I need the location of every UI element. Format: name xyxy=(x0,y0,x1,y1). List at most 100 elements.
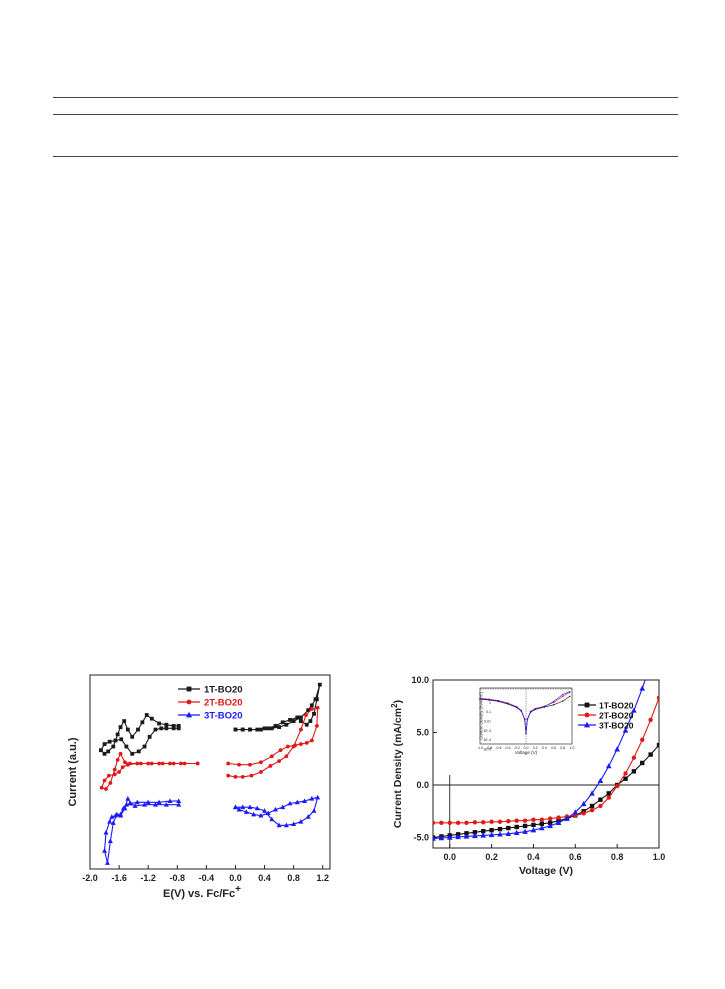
data-point-1t-bo20 xyxy=(118,725,123,730)
data-point-3t-bo20 xyxy=(176,798,182,803)
data-point-1t-bo20 xyxy=(531,822,536,828)
data-point-1t-bo20 xyxy=(233,727,238,732)
data-point-1t-bo20 xyxy=(481,829,486,834)
inset-data-point-3t-bo20 xyxy=(534,708,536,710)
data-point-1t-bo20 xyxy=(259,727,263,732)
data-point-1t-bo20 xyxy=(606,791,611,796)
x-tick-label: 0.4 xyxy=(258,873,271,883)
data-point-1t-bo20 xyxy=(99,748,103,753)
data-point-2t-bo20 xyxy=(104,787,108,791)
x-tick-label: -0.8 xyxy=(170,873,186,883)
inset-x-tick-label: 1.0 xyxy=(570,746,575,750)
data-point-1t-bo20 xyxy=(497,826,503,832)
data-point-2t-bo20 xyxy=(125,762,130,767)
data-point-1t-bo20 xyxy=(433,835,436,840)
y-axis-label-sup: 2 xyxy=(390,703,399,708)
legend-label: 2T-BO20 xyxy=(599,710,634,720)
data-point-2t-bo20 xyxy=(115,757,120,762)
data-point-3t-bo20 xyxy=(488,831,495,838)
data-point-1t-bo20 xyxy=(514,824,519,830)
y-axis-label-text: Current Density (mA/cm xyxy=(392,708,404,828)
data-point-2t-bo20 xyxy=(112,772,117,777)
legend-marker xyxy=(186,686,192,692)
data-point-2t-bo20 xyxy=(309,738,314,743)
inset-data-point-3t-bo20 xyxy=(525,732,527,734)
data-point-1t-bo20 xyxy=(273,724,278,728)
x-tick-label: 0.0 xyxy=(443,852,456,862)
data-point-1t-bo20 xyxy=(157,721,161,726)
data-point-3t-bo20 xyxy=(283,822,289,828)
x-axis-label: Voltage (V) xyxy=(519,865,573,877)
data-point-3t-bo20 xyxy=(438,835,445,841)
data-point-1t-bo20 xyxy=(547,820,553,825)
cv-chart: -2.0 -1.6 -1.2 -0.8 -0.4 0.0 0.4 0.8 1.2 1T-BO20… xyxy=(67,674,331,900)
plot-frame xyxy=(89,674,331,870)
data-point-3t-bo20 xyxy=(272,806,278,812)
inset-y-axis-label: Current Density (mA/cm²) xyxy=(479,692,484,740)
x-tick-label: -0.4 xyxy=(199,873,215,883)
data-point-3t-bo20 xyxy=(107,838,113,844)
data-point-1t-bo20 xyxy=(269,726,274,731)
inset-data-point-1t-bo20 xyxy=(562,700,564,702)
data-point-1t-bo20 xyxy=(248,727,252,732)
data-point-3t-bo20 xyxy=(232,804,238,810)
y-axis-label: Current (a.u.) xyxy=(67,737,79,806)
legend-label: 2T-BO20 xyxy=(204,698,243,709)
inset-x-axis-label: Voltage (V) xyxy=(515,750,538,755)
data-point-2t-bo20 xyxy=(160,761,165,766)
data-point-1t-bo20 xyxy=(640,760,645,766)
inset-data-point-1t-bo20 xyxy=(569,695,571,698)
data-point-1t-bo20 xyxy=(598,797,603,802)
data-point-2t-bo20 xyxy=(309,707,314,711)
data-point-2t-bo20 xyxy=(556,815,561,820)
y-axis-label-close: ) xyxy=(392,700,404,704)
inset-x-tick-label: -0.8 xyxy=(486,746,492,750)
data-point-1t-bo20 xyxy=(153,727,158,732)
data-point-3t-bo20 xyxy=(236,806,242,812)
data-point-3t-bo20 xyxy=(103,829,109,835)
data-point-2t-bo20 xyxy=(240,774,245,779)
data-point-3t-bo20 xyxy=(112,812,118,818)
data-point-1t-bo20 xyxy=(130,734,135,739)
data-point-3t-bo20 xyxy=(269,816,275,822)
data-point-1t-bo20 xyxy=(124,744,129,749)
data-point-1t-bo20 xyxy=(299,715,303,720)
data-point-1t-bo20 xyxy=(304,722,309,727)
data-point-2t-bo20 xyxy=(623,771,628,776)
data-point-3t-bo20 xyxy=(145,799,151,805)
data-point-3t-bo20 xyxy=(291,821,297,827)
data-point-2t-bo20 xyxy=(120,765,125,770)
data-point-3t-bo20 xyxy=(123,802,129,807)
data-point-1t-bo20 xyxy=(589,803,595,809)
data-point-1t-bo20 xyxy=(522,823,528,829)
inset-x-tick-label: -1.0 xyxy=(477,746,483,750)
data-point-3t-bo20 xyxy=(152,802,158,807)
data-point-1t-bo20 xyxy=(106,749,111,754)
data-point-2t-bo20 xyxy=(112,767,117,772)
x-axis-label-sup: + xyxy=(235,884,241,895)
x-axis-label: E(V) vs. Fc/Fc+ xyxy=(163,884,241,900)
data-point-2t-bo20 xyxy=(547,816,553,821)
data-point-2t-bo20 xyxy=(581,811,586,816)
data-point-3t-bo20 xyxy=(243,809,249,814)
data-point-2t-bo20 xyxy=(268,764,273,768)
data-point-3t-bo20 xyxy=(125,795,131,801)
data-point-3t-bo20 xyxy=(305,814,311,819)
data-point-3t-bo20 xyxy=(614,746,620,752)
data-point-2t-bo20 xyxy=(640,737,645,743)
data-point-1t-bo20 xyxy=(142,744,147,749)
legend-marker xyxy=(186,699,192,705)
inset-y-tick-label: 1 xyxy=(489,701,491,705)
data-point-3t-bo20 xyxy=(589,790,595,796)
data-point-2t-bo20 xyxy=(539,817,545,822)
data-point-2t-bo20 xyxy=(157,761,161,766)
data-point-1t-bo20 xyxy=(140,720,145,725)
plot-frame xyxy=(432,679,660,849)
legend-label: 1T-BO20 xyxy=(599,700,634,710)
data-point-3t-bo20 xyxy=(122,805,128,811)
data-point-1t-bo20 xyxy=(266,726,271,731)
inset-x-tick-label: 0.8 xyxy=(560,746,565,750)
data-point-3t-bo20 xyxy=(639,685,646,691)
inset-y-tick-label: 1E-5 xyxy=(483,748,491,752)
